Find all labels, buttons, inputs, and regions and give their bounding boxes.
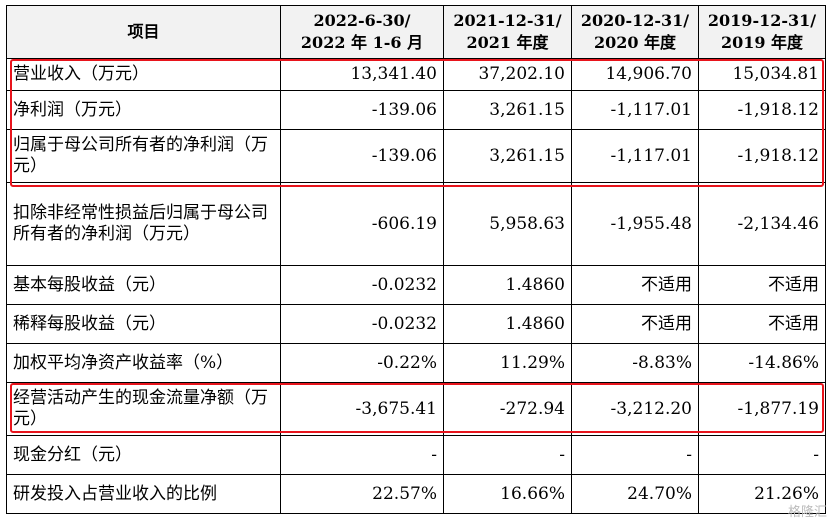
cell-value: 11.29%: [443, 343, 572, 383]
cell-value: 3,261.15: [443, 90, 572, 130]
cell-value: 1.4860: [443, 304, 572, 344]
cell-value: 14,906.70: [571, 58, 699, 91]
cell-value: -1,918.12: [698, 90, 826, 130]
table-row: 扣除非经常性损益后归属于母公司所有者的净利润（万元） -606.19 5,958…: [6, 182, 826, 266]
header-2021: 2021-12-31/2021 年度: [443, 5, 572, 59]
table-row: 研发投入占营业收入的比例 22.57% 16.66% 24.70% 21.26%: [6, 474, 826, 514]
table-row: 加权平均净资产收益率（%） -0.22% 11.29% -8.83% -14.8…: [6, 343, 826, 383]
row-label: 营业收入（万元）: [6, 58, 281, 91]
cell-value: 21.26%: [698, 474, 826, 514]
cell-value: -1,117.01: [571, 129, 699, 183]
header-2020: 2020-12-31/2020 年度: [571, 5, 699, 59]
header-item: 项目: [6, 5, 281, 59]
cell-value: 15,034.81: [698, 58, 826, 91]
table-row: 经营活动产生的现金流量净额（万元） -3,675.41 -272.94 -3,2…: [6, 382, 826, 436]
cell-value: -606.19: [280, 182, 444, 266]
table-row: 现金分红（元） - - - -: [6, 435, 826, 475]
cell-value: 不适用: [698, 304, 826, 344]
cell-value: -: [280, 435, 444, 475]
financial-table: 项目 2022-6-30/2022 年 1-6 月 2021-12-31/202…: [6, 5, 826, 514]
cell-value: -0.0232: [280, 304, 444, 344]
cell-value: -2,134.46: [698, 182, 826, 266]
cell-value: 3,261.15: [443, 129, 572, 183]
watermark: 格隆汇: [787, 505, 827, 520]
cell-value: -: [571, 435, 699, 475]
cell-value: -272.94: [443, 382, 572, 436]
row-label: 经营活动产生的现金流量净额（万元）: [6, 382, 281, 436]
cell-value: -0.0232: [280, 265, 444, 305]
cell-value: -139.06: [280, 90, 444, 130]
table-row: 稀释每股收益（元） -0.0232 1.4860 不适用 不适用: [6, 304, 826, 344]
cell-value: 1.4860: [443, 265, 572, 305]
cell-value: -139.06: [280, 129, 444, 183]
cell-value: 13,341.40: [280, 58, 444, 91]
cell-value: -14.86%: [698, 343, 826, 383]
cell-value: 37,202.10: [443, 58, 572, 91]
cell-value: -8.83%: [571, 343, 699, 383]
table-row: 净利润（万元） -139.06 3,261.15 -1,117.01 -1,91…: [6, 90, 826, 130]
row-label: 归属于母公司所有者的净利润（万元）: [6, 129, 281, 183]
cell-value: -: [443, 435, 572, 475]
table-row: 归属于母公司所有者的净利润（万元） -139.06 3,261.15 -1,11…: [6, 129, 826, 183]
cell-value: -1,918.12: [698, 129, 826, 183]
row-label: 扣除非经常性损益后归属于母公司所有者的净利润（万元）: [6, 182, 281, 266]
cell-value: -3,212.20: [571, 382, 699, 436]
cell-value: -3,675.41: [280, 382, 444, 436]
cell-value: -: [698, 435, 826, 475]
cell-value: 不适用: [698, 265, 826, 305]
row-label: 研发投入占营业收入的比例: [6, 474, 281, 514]
cell-value: 5,958.63: [443, 182, 572, 266]
row-label: 基本每股收益（元）: [6, 265, 281, 305]
cell-value: 24.70%: [571, 474, 699, 514]
row-label: 稀释每股收益（元）: [6, 304, 281, 344]
cell-value: -1,877.19: [698, 382, 826, 436]
cell-value: 不适用: [571, 265, 699, 305]
table-row: 营业收入（万元） 13,341.40 37,202.10 14,906.70 1…: [6, 58, 826, 91]
header-2019: 2019-12-31/2019 年度: [698, 5, 826, 59]
header-row: 项目 2022-6-30/2022 年 1-6 月 2021-12-31/202…: [6, 5, 826, 59]
cell-value: 22.57%: [280, 474, 444, 514]
cell-value: -1,117.01: [571, 90, 699, 130]
cell-value: 16.66%: [443, 474, 572, 514]
row-label: 现金分红（元）: [6, 435, 281, 475]
table-row: 基本每股收益（元） -0.0232 1.4860 不适用 不适用: [6, 265, 826, 305]
cell-value: -1,955.48: [571, 182, 699, 266]
cell-value: -0.22%: [280, 343, 444, 383]
row-label: 加权平均净资产收益率（%）: [6, 343, 281, 383]
row-label: 净利润（万元）: [6, 90, 281, 130]
header-2022h1: 2022-6-30/2022 年 1-6 月: [280, 5, 444, 59]
cell-value: 不适用: [571, 304, 699, 344]
